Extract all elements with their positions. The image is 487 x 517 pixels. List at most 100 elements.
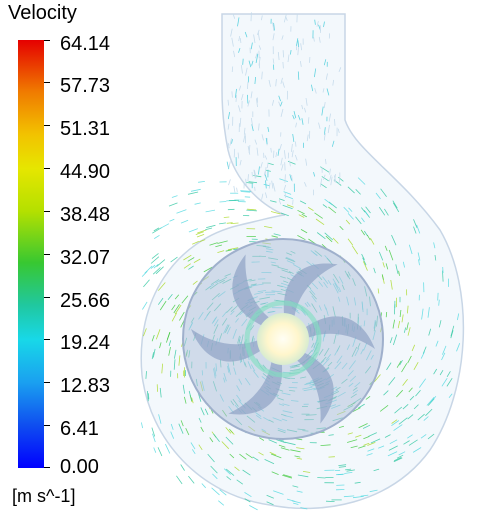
velocity-vector [391, 234, 397, 246]
velocity-vector [275, 152, 278, 158]
velocity-vector [166, 331, 171, 340]
velocity-vector [210, 465, 218, 474]
velocity-vector [180, 420, 184, 427]
velocity-vector [411, 344, 416, 352]
velocity-vector [323, 102, 326, 109]
velocity-vector [218, 500, 225, 506]
velocity-vector [253, 169, 256, 179]
velocity-vector [434, 254, 437, 261]
velocity-vector [246, 182, 254, 184]
velocity-vector [300, 507, 308, 510]
velocity-vector [183, 263, 191, 269]
velocity-vector [270, 200, 277, 203]
velocity-vector [433, 242, 436, 249]
velocity-vector [205, 209, 216, 213]
pump-velocity-vector-plot [140, 12, 465, 511]
velocity-vector [292, 199, 294, 205]
velocity-vector [296, 457, 302, 460]
velocity-vector [230, 222, 239, 224]
velocity-vector [320, 183, 327, 189]
velocity-vector [289, 160, 291, 167]
velocity-vector [402, 404, 409, 410]
velocity-vector [413, 362, 419, 370]
velocity-vector [361, 217, 365, 223]
velocity-vector [199, 239, 206, 243]
velocity-vector [334, 118, 336, 126]
velocity-vector [219, 489, 227, 496]
velocity-vector [294, 154, 298, 161]
velocity-vector [239, 159, 242, 166]
velocity-vector [292, 133, 295, 142]
velocity-vector [187, 257, 195, 262]
velocity-vector [198, 417, 202, 423]
velocity-vector [391, 420, 400, 427]
velocity-vector [370, 438, 381, 444]
velocity-vector [198, 444, 203, 451]
velocity-vector [247, 100, 250, 107]
velocity-vector [306, 134, 309, 142]
velocity-vector [283, 14, 287, 23]
velocity-vector [379, 404, 389, 412]
velocity-vector [361, 253, 365, 260]
velocity-vector [296, 38, 299, 46]
velocity-vector [173, 304, 180, 314]
velocity-vector [314, 212, 323, 219]
velocity-vector [141, 422, 143, 429]
velocity-vector [347, 238, 354, 246]
velocity-vector [407, 305, 409, 314]
velocity-vector [271, 99, 275, 106]
velocity-vector [265, 137, 268, 145]
velocity-vector [425, 408, 433, 417]
velocity-vector [150, 264, 156, 269]
velocity-vector [366, 453, 373, 456]
velocity-vector [350, 445, 358, 449]
velocity-vector [269, 451, 277, 456]
velocity-vector [281, 164, 284, 171]
velocity-vector [258, 166, 260, 175]
velocity-vector [402, 261, 405, 268]
velocity-vector [358, 403, 365, 409]
velocity-vector [401, 314, 404, 323]
velocity-vector [338, 466, 347, 468]
tick-label: 25.66 [60, 290, 111, 312]
velocity-vector [413, 226, 417, 234]
velocity-vector [320, 444, 331, 446]
velocity-vector [209, 437, 214, 443]
velocity-vector [378, 251, 384, 261]
velocity-vector [150, 256, 160, 264]
velocity-vector [244, 498, 251, 503]
velocity-vector [200, 407, 205, 416]
velocity-vector [399, 309, 402, 318]
velocity-vector [378, 206, 386, 216]
velocity-vector [381, 274, 384, 280]
velocity-vector [360, 494, 369, 497]
velocity-vector [264, 174, 268, 181]
velocity-vector [196, 234, 205, 238]
velocity-vector [345, 219, 351, 225]
velocity-vector [239, 38, 242, 43]
velocity-vector [331, 140, 335, 147]
velocity-vector [297, 209, 305, 215]
velocity-vector [328, 113, 331, 122]
velocity-vector [194, 202, 201, 205]
velocity-vector [237, 17, 240, 27]
velocity-vector [226, 222, 233, 224]
velocity-vector [321, 176, 329, 182]
velocity-vector [192, 241, 199, 245]
velocity-vector [305, 97, 308, 106]
velocity-vector [408, 244, 413, 255]
velocity-vector [264, 226, 273, 229]
velocity-vector [272, 182, 276, 192]
velocity-vector [246, 209, 258, 212]
velocity-vector [187, 191, 199, 195]
velocity-vector [393, 334, 398, 346]
velocity-vector [412, 447, 422, 453]
velocity-vector [165, 443, 171, 454]
velocity-vector [240, 65, 243, 74]
velocity-vector [254, 186, 256, 191]
velocity-vector [191, 397, 194, 404]
velocity-vector [282, 204, 293, 210]
velocity-vector [272, 33, 275, 41]
velocity-vector [298, 214, 305, 218]
velocity-vector [300, 229, 308, 234]
